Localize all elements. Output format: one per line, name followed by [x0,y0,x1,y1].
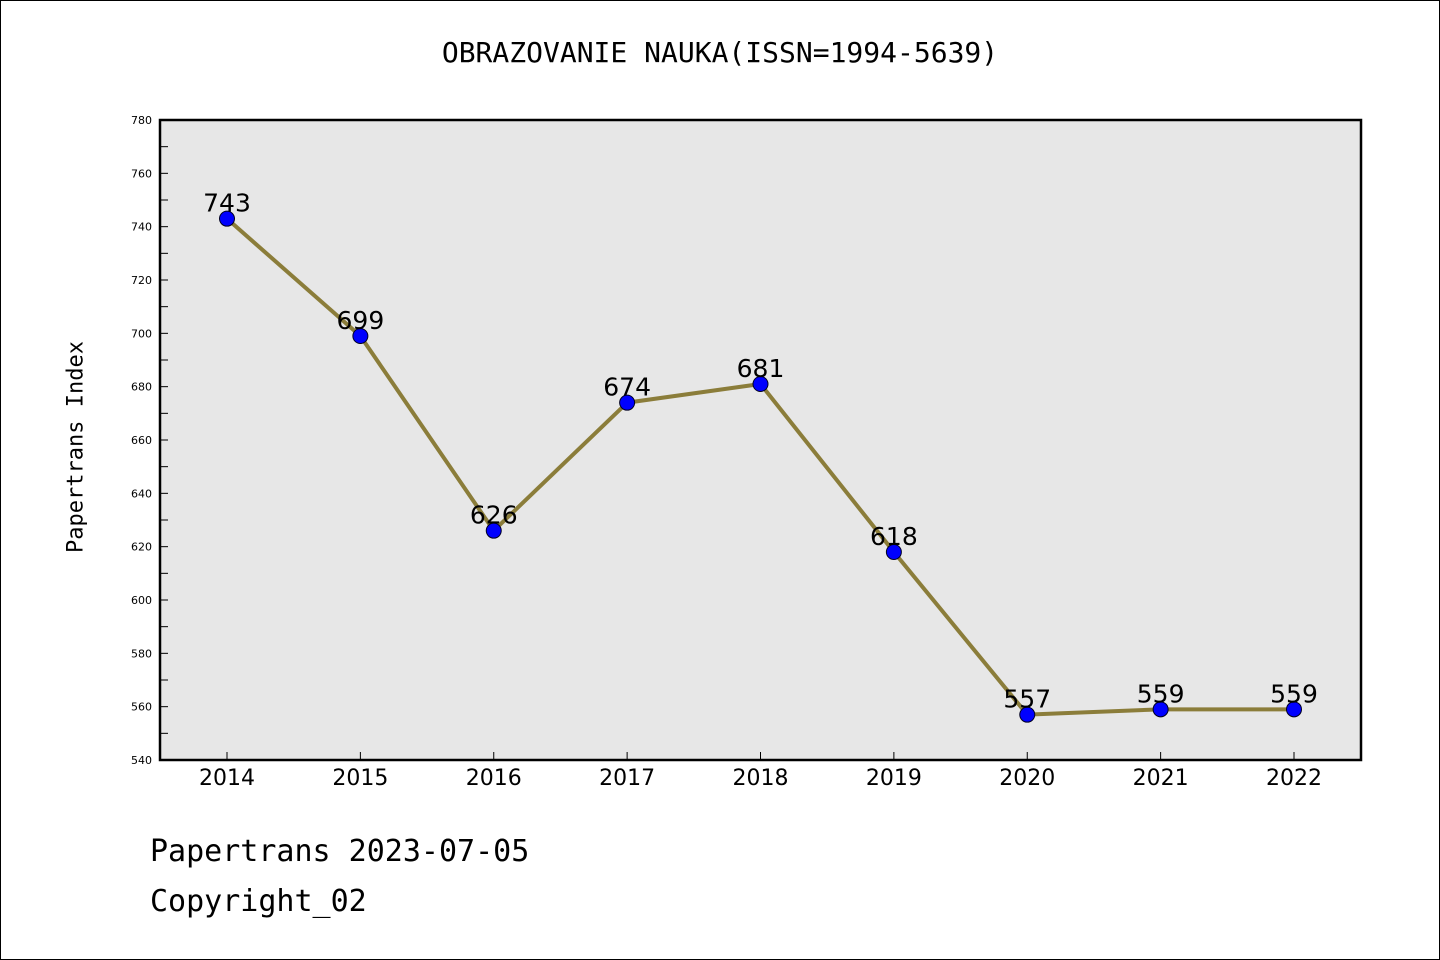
footer-copyright-text: Copyright_02 [150,884,367,919]
data-point-marker [1152,701,1169,718]
data-point-marker [485,522,502,539]
data-point-label: 699 [337,306,385,335]
x-tick-label: 2017 [599,766,655,791]
x-tick-label: 2016 [466,766,522,791]
y-axis-ticks: 540 560 580 600 620 640 660 680 700 720 740 760 780 [131,114,168,767]
series-markers [219,210,1302,723]
data-point-label: 557 [1003,685,1051,714]
data-point-marker [885,544,902,560]
y-tick-label: 620 [131,541,152,554]
y-tick-label: 720 [131,274,152,287]
data-point-marker [1286,701,1302,718]
y-tick-label: 580 [131,647,152,660]
x-tick-label: 2018 [733,766,789,791]
data-point-label: 559 [1137,679,1185,708]
data-labels: 743 699 626 674 681 618 557 559 559 [203,189,1318,714]
y-tick-label: 700 [131,327,152,340]
y-tick-label: 600 [131,594,152,607]
x-tick-label: 2020 [999,766,1055,791]
data-point-marker [352,328,369,344]
y-tick-label: 780 [131,114,152,127]
y-tick-label: 560 [131,701,152,714]
data-point-marker [619,394,636,411]
y-tick-label: 660 [131,434,152,447]
x-tick-label: 2021 [1133,766,1189,791]
plot-area [158,118,1363,762]
footer-date-text: Papertrans 2023-07-05 [150,834,530,869]
x-tick-label: 2015 [332,766,388,791]
data-point-label: 626 [470,501,518,530]
data-point-marker [752,376,769,392]
y-tick-label: 740 [131,221,152,234]
data-point-label: 618 [870,522,918,551]
y-tick-label: 680 [131,381,152,394]
x-tick-label: 2014 [199,766,255,791]
data-point-marker [1019,706,1036,723]
y-tick-label: 640 [131,487,152,500]
data-point-marker [219,210,235,227]
y-tick-label: 540 [131,754,152,767]
y-tick-label: 760 [131,167,152,180]
data-point-label: 559 [1270,679,1318,708]
chart-title: OBRAZOVANIE NAUKA(ISSN=1994-5639) [441,36,999,69]
data-point-label: 743 [203,189,251,218]
data-point-label: 681 [737,354,785,383]
x-tick-label: 2019 [866,766,922,791]
x-axis-ticks: 2014 2015 2016 2017 2018 2019 2020 2021 2022 [199,752,1322,791]
data-point-label: 674 [603,373,651,402]
x-tick-label: 2022 [1266,766,1322,791]
